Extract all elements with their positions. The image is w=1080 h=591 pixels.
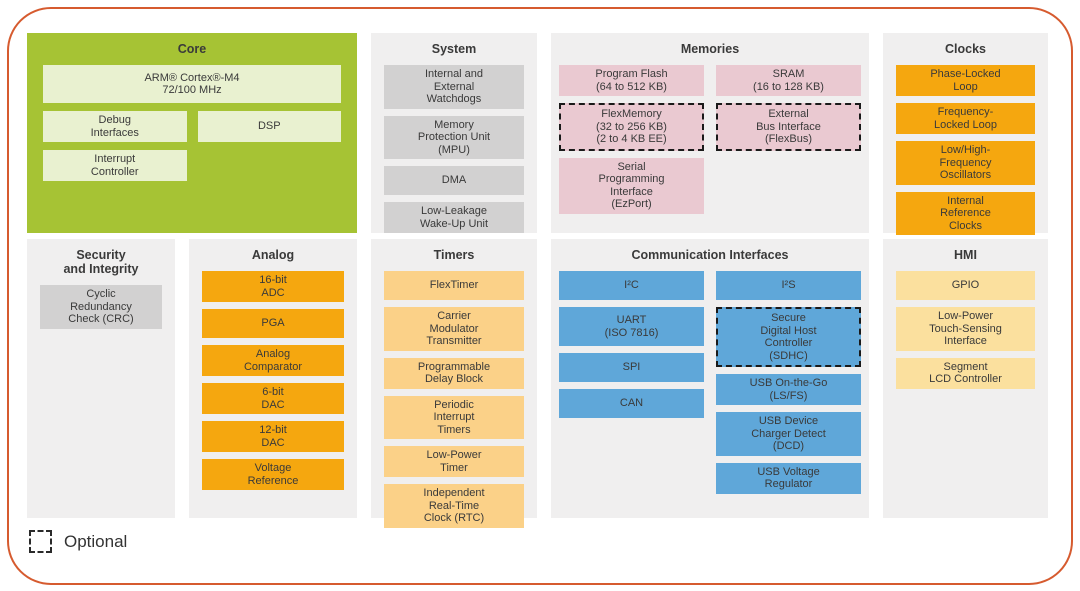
panel-security-integrity: Security and Integrity Cyclic Redundancy… (27, 239, 175, 518)
dac-12bit-block: 12-bit DAC (202, 421, 344, 452)
sdhc-block-optional: Secure Digital Host Controller (SDHC) (716, 307, 861, 367)
dac-6bit-block: 6-bit DAC (202, 383, 344, 414)
hmi-blocks: GPIO Low-Power Touch-Sensing Interface S… (896, 271, 1035, 389)
panel-timers: Timers FlexTimer Carrier Modulator Trans… (371, 239, 537, 528)
panel-hmi: HMI GPIO Low-Power Touch-Sensing Interfa… (883, 239, 1048, 518)
core-blocks: ARM® Cortex®-M4 72/100 MHz Debug Interfa… (40, 65, 344, 181)
system-blocks: Internal and External Watchdogs Memory P… (384, 65, 524, 233)
usb-voltage-regulator-block: USB Voltage Regulator (716, 462, 861, 494)
sram-block: SRAM (16 to 128 KB) (716, 65, 861, 96)
external-bus-interface-block-optional: External Bus Interface (FlexBus) (716, 103, 861, 151)
panel-security-title: Security and Integrity (63, 248, 139, 276)
llwu-block: Low-Leakage Wake-Up Unit (384, 202, 524, 233)
pga-block: PGA (202, 309, 344, 338)
usb-dcd-block: USB Device Charger Detect (DCD) (716, 412, 861, 456)
panel-system-title: System (431, 42, 477, 56)
panel-core-title: Core (177, 42, 207, 56)
panel-clocks: Clocks Phase-Locked Loop Frequency- Lock… (883, 33, 1048, 235)
i2s-block: I²S (716, 271, 861, 300)
i2c-block: I²C (559, 271, 704, 300)
crc-block: Cyclic Redundancy Check (CRC) (40, 285, 162, 329)
ezport-block: Serial Programming Interface (EzPort) (559, 157, 704, 214)
panel-hmi-title: HMI (954, 248, 977, 262)
panel-analog: Analog 16-bit ADC PGA Analog Comparator … (189, 239, 357, 518)
uart-block: UART (ISO 7816) (559, 307, 704, 346)
memories-blocks: Program Flash (64 to 512 KB) FlexMemory … (559, 65, 861, 214)
dsp-block: DSP (197, 111, 341, 142)
panel-clocks-title: Clocks (945, 42, 986, 56)
flexmemory-block-optional: FlexMemory (32 to 256 KB) (2 to 4 KB EE) (559, 103, 704, 151)
adc-block: 16-bit ADC (202, 271, 344, 302)
watchdogs-block: Internal and External Watchdogs (384, 65, 524, 109)
legend-optional-label: Optional (64, 531, 128, 551)
arm-cortex-m4-block: ARM® Cortex®-M4 72/100 MHz (43, 65, 341, 103)
panel-memories-title: Memories (680, 42, 740, 56)
usb-otg-block: USB On-the-Go (LS/FS) (716, 374, 861, 405)
clocks-blocks: Phase-Locked Loop Frequency- Locked Loop… (896, 65, 1035, 235)
carrier-modulator-transmitter-block: Carrier Modulator Transmitter (384, 307, 524, 351)
program-flash-block: Program Flash (64 to 512 KB) (559, 65, 704, 96)
spi-block: SPI (559, 353, 704, 382)
panel-core: Core ARM® Cortex®-M4 72/100 MHz Debug In… (27, 33, 357, 233)
touch-sensing-interface-block: Low-Power Touch-Sensing Interface (896, 307, 1035, 351)
rtc-block: Independent Real-Time Clock (RTC) (384, 484, 524, 528)
security-blocks: Cyclic Redundancy Check (CRC) (40, 285, 162, 329)
panel-system: System Internal and External Watchdogs M… (371, 33, 537, 233)
flextimer-block: FlexTimer (384, 271, 524, 300)
dma-block: DMA (384, 166, 524, 195)
mpu-block: Memory Protection Unit (MPU) (384, 115, 524, 159)
can-block: CAN (559, 389, 704, 418)
fll-block: Frequency- Locked Loop (896, 103, 1035, 134)
panel-comm-title: Communication Interfaces (631, 248, 789, 262)
segment-lcd-controller-block: Segment LCD Controller (896, 357, 1035, 389)
interrupt-controller-block: Interrupt Controller (43, 150, 187, 181)
debug-interfaces-block: Debug Interfaces (43, 111, 187, 142)
gpio-block: GPIO (896, 271, 1035, 300)
panel-memories: Memories Program Flash (64 to 512 KB) Fl… (551, 33, 869, 233)
legend-optional: Optional (29, 530, 127, 553)
voltage-reference-block: Voltage Reference (202, 459, 344, 490)
panel-timers-title: Timers (433, 248, 475, 262)
pll-block: Phase-Locked Loop (896, 65, 1035, 96)
optional-dashed-box-icon (29, 530, 52, 553)
analog-comparator-block: Analog Comparator (202, 345, 344, 376)
periodic-interrupt-timers-block: Periodic Interrupt Timers (384, 395, 524, 439)
timers-blocks: FlexTimer Carrier Modulator Transmitter … (384, 271, 524, 528)
low-power-timer-block: Low-Power Timer (384, 446, 524, 477)
programmable-delay-block: Programmable Delay Block (384, 357, 524, 389)
panel-analog-title: Analog (251, 248, 295, 262)
oscillators-block: Low/High- Frequency Oscillators (896, 141, 1035, 185)
comm-blocks: I²C UART (ISO 7816) SPI CAN I²S Secure D… (559, 271, 861, 494)
analog-blocks: 16-bit ADC PGA Analog Comparator 6-bit D… (202, 271, 344, 490)
panel-communication-interfaces: Communication Interfaces I²C UART (ISO 7… (551, 239, 869, 518)
internal-reference-clocks-block: Internal Reference Clocks (896, 191, 1035, 235)
